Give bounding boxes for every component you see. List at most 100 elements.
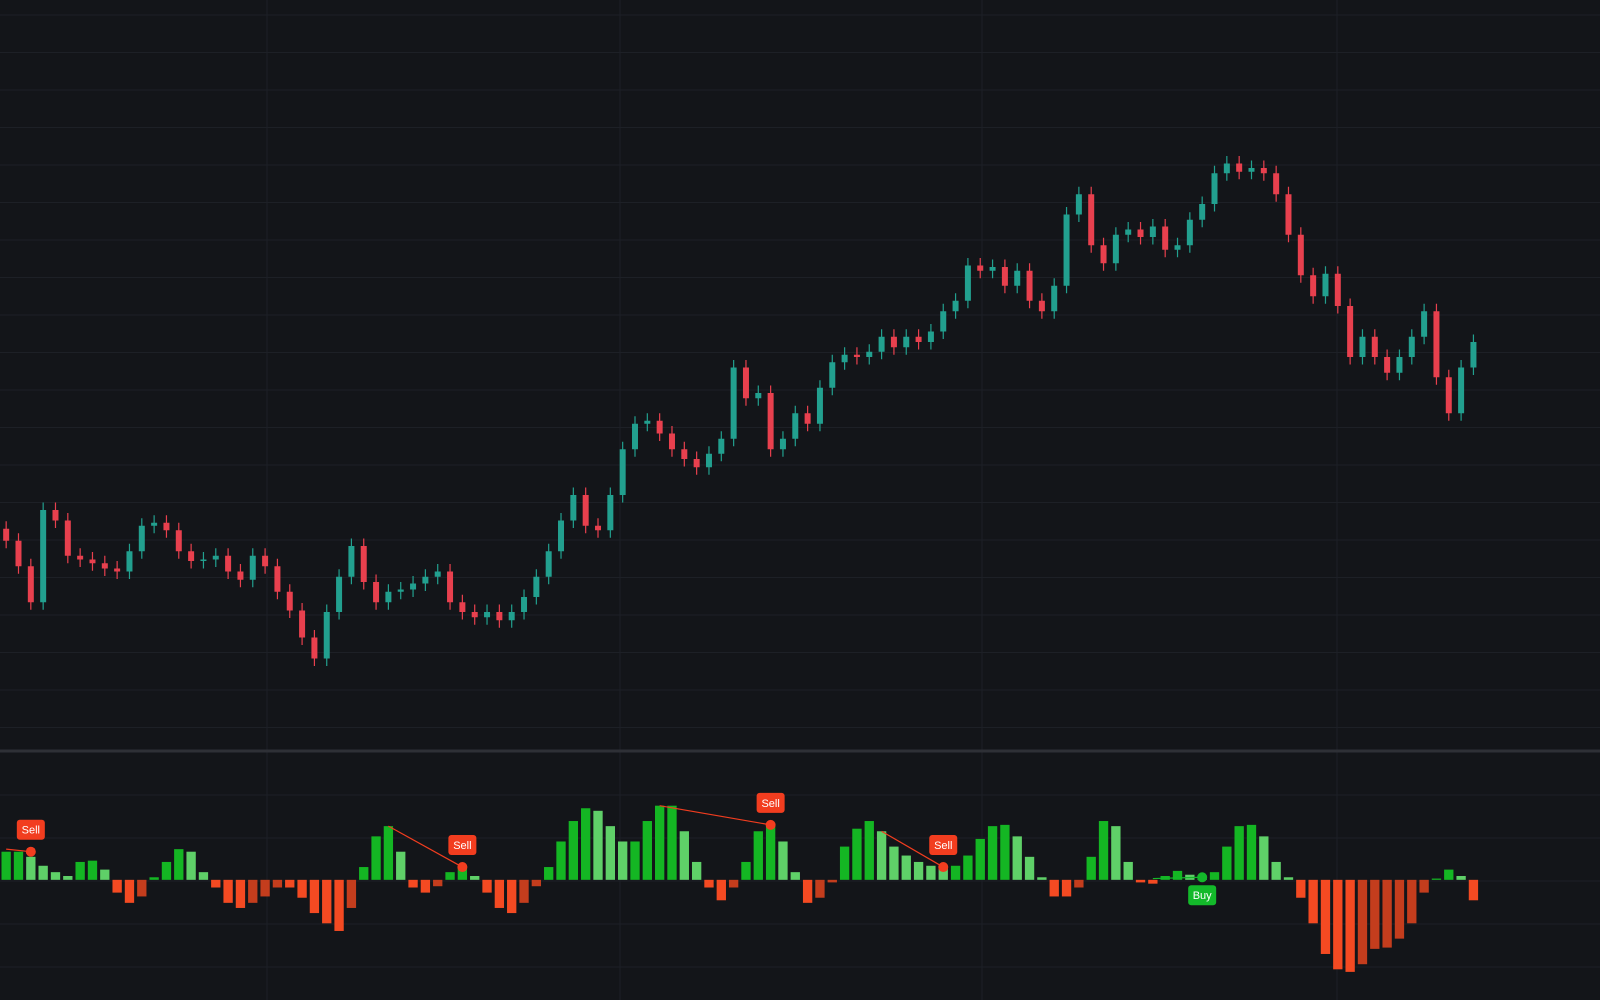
histogram-bar	[359, 867, 369, 880]
histogram-bar	[433, 879, 443, 887]
candle-body	[1088, 194, 1095, 246]
signal-label: Sell	[22, 825, 40, 837]
candle-body	[336, 576, 343, 612]
signal[interactable]: Sell	[929, 835, 958, 873]
histogram-bar	[1283, 877, 1294, 880]
candle-body	[27, 566, 34, 603]
histogram-bar	[839, 846, 850, 880]
histogram-bar	[1012, 836, 1022, 880]
histogram-bar	[618, 841, 628, 880]
signal-label: Sell	[761, 798, 779, 810]
histogram-bar	[1444, 869, 1454, 880]
histogram-bar	[494, 879, 505, 908]
candle-body	[742, 367, 749, 399]
candle-body	[779, 438, 786, 450]
candle-body	[323, 612, 330, 659]
candle-body	[1014, 270, 1021, 286]
candle-body	[1310, 275, 1317, 297]
oscillator-pane[interactable]: Sell Sell Sell Sell Buy	[1, 792, 1479, 972]
candle-body	[1038, 300, 1045, 312]
candle-body	[1273, 173, 1280, 195]
candle-body	[631, 423, 638, 450]
histogram-bar	[186, 851, 196, 880]
candle-body	[1408, 336, 1415, 357]
histogram-bar	[765, 824, 776, 880]
histogram-bar	[1209, 872, 1220, 880]
candle-body	[212, 555, 219, 560]
candle-body	[1125, 229, 1132, 235]
candle-body	[422, 576, 429, 584]
price-pane[interactable]	[3, 156, 1477, 666]
signal[interactable]: Sell	[16, 819, 45, 857]
candle-body	[1396, 357, 1403, 373]
candle-body	[385, 591, 392, 603]
signal-label-box	[1188, 885, 1217, 906]
histogram-bar	[852, 828, 862, 880]
histogram-bar	[1370, 879, 1380, 949]
histogram-bar	[1456, 876, 1466, 880]
candle-body	[545, 551, 552, 577]
candle-body	[792, 413, 799, 439]
signal[interactable]: Sell	[756, 792, 785, 830]
histogram-bar	[987, 826, 998, 880]
histogram-bar	[13, 851, 24, 880]
candle-body	[1236, 163, 1243, 172]
candle-body	[693, 459, 700, 468]
candle-body	[668, 433, 675, 450]
signal-label: Buy	[1193, 890, 1212, 902]
histogram-bar	[1123, 861, 1133, 880]
signal[interactable]: Buy	[1188, 872, 1217, 906]
signal[interactable]: Sell	[448, 835, 477, 873]
histogram-bar	[1407, 879, 1417, 924]
candle-body	[114, 568, 121, 572]
histogram-bar	[728, 879, 739, 888]
candle-body	[1149, 226, 1156, 237]
candle-body	[151, 522, 158, 526]
candle-body	[77, 555, 84, 560]
signal-dot	[457, 862, 468, 873]
histogram-bar	[63, 876, 73, 880]
histogram-bar	[1222, 846, 1232, 880]
candle-body	[225, 555, 232, 572]
histogram-bar	[605, 826, 615, 880]
histogram-bar	[1074, 879, 1084, 888]
histogram-bar	[1431, 878, 1442, 880]
candle-body	[52, 510, 59, 521]
candle-body	[1199, 204, 1206, 220]
histogram-bar	[272, 879, 283, 888]
candle-body	[262, 555, 269, 567]
histogram-bar	[679, 831, 689, 880]
histogram-bar	[926, 865, 936, 880]
candle-body	[1470, 342, 1477, 368]
candle-body	[1384, 357, 1391, 373]
histogram-bar	[1, 851, 11, 880]
candle-body	[1026, 270, 1033, 301]
histogram-bar	[950, 865, 961, 880]
divergence-line	[881, 830, 944, 868]
histogram-bar	[75, 861, 85, 880]
divergence-line	[659, 805, 771, 826]
signal-label-box	[929, 835, 958, 856]
candle-body	[1334, 273, 1341, 306]
candle-body	[1075, 194, 1082, 215]
candle-body	[286, 591, 293, 611]
candle-body	[311, 637, 318, 659]
histogram-bar	[124, 879, 135, 903]
candle-body	[397, 589, 404, 592]
candle-body	[15, 540, 22, 567]
histogram-bar	[1000, 824, 1010, 880]
candle-body	[200, 559, 207, 561]
histogram-bar	[667, 805, 677, 880]
signal-dot	[25, 846, 36, 857]
histogram-bar	[581, 808, 591, 880]
candle-body	[1223, 163, 1230, 174]
candle-body	[681, 449, 688, 459]
candle-body	[977, 265, 984, 271]
histogram-bar	[704, 879, 714, 888]
candle-body	[360, 546, 367, 582]
histogram-bar	[753, 831, 763, 880]
histogram-bar	[790, 872, 800, 880]
signal-label: Sell	[453, 840, 471, 852]
candle-body	[373, 582, 380, 603]
